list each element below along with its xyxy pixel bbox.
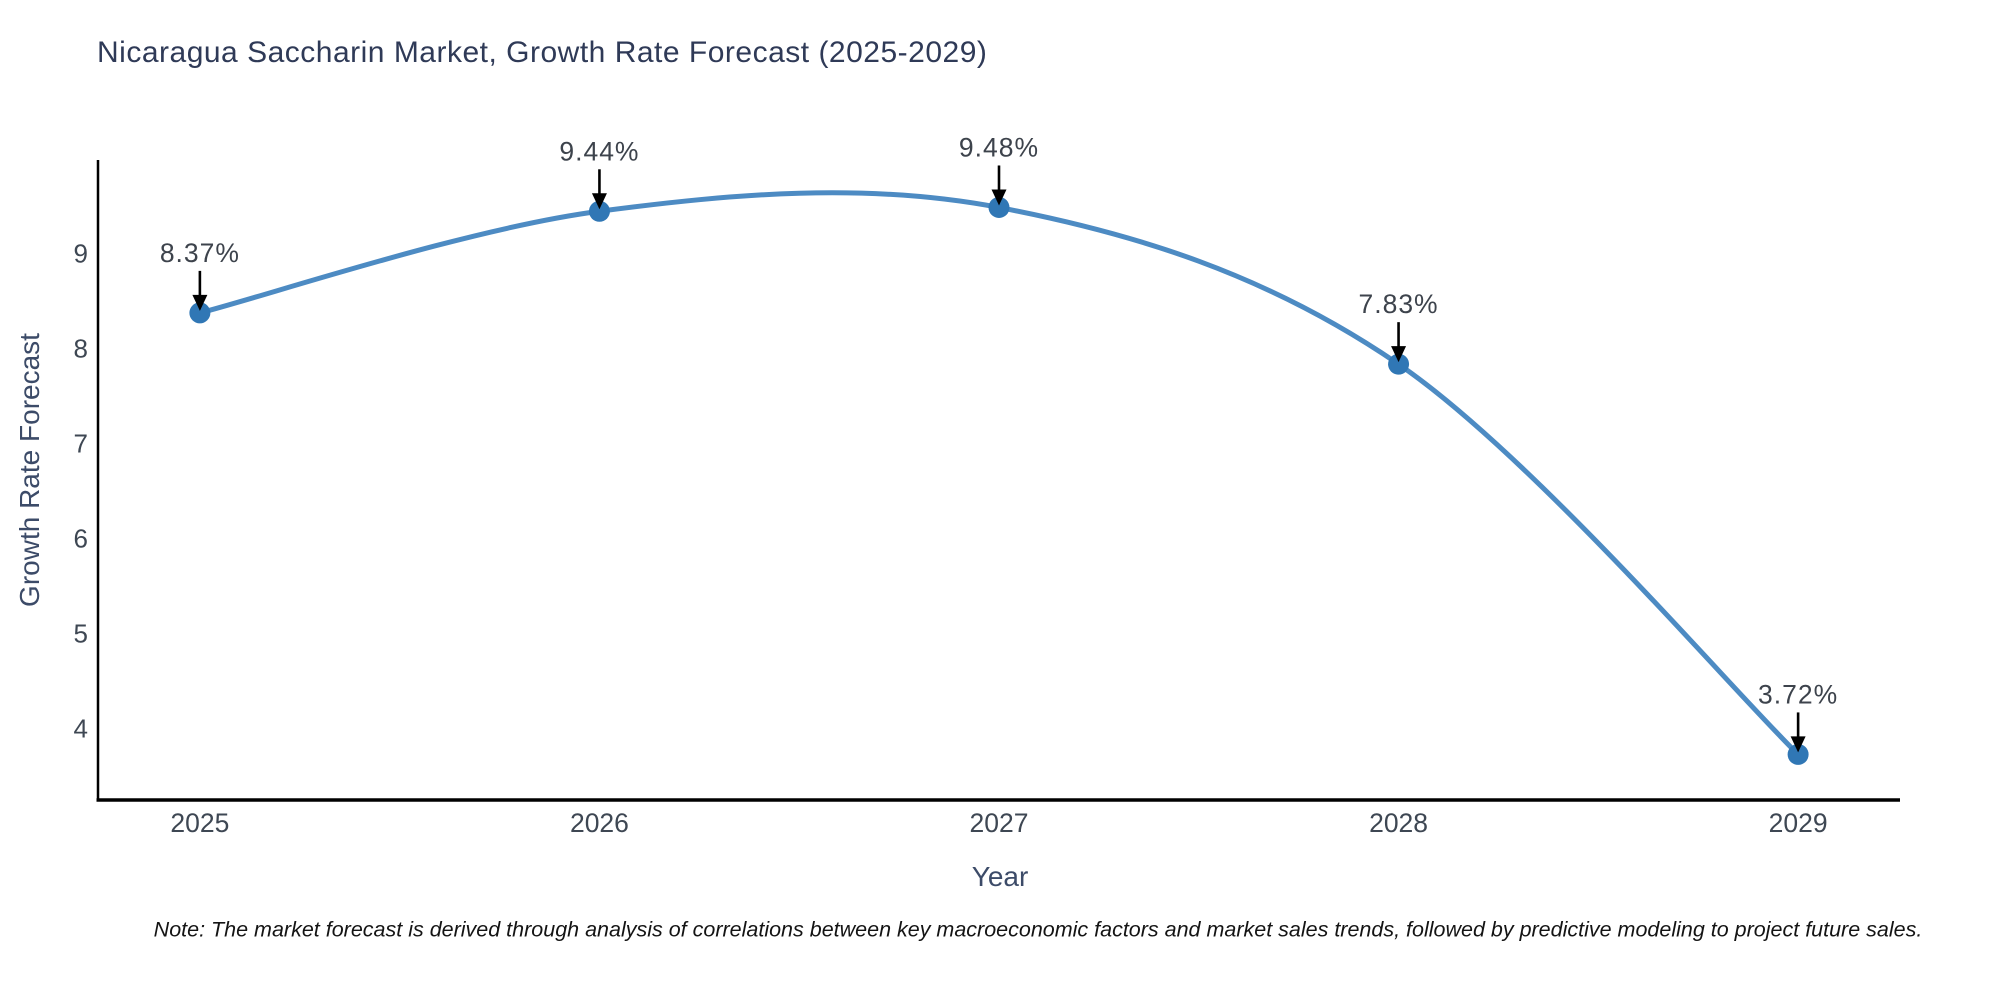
trend-line xyxy=(197,190,1801,757)
annotation-arrowhead xyxy=(1391,346,1407,363)
data-point-marker xyxy=(588,200,610,222)
y-tick-label: 6 xyxy=(74,523,88,553)
x-tick-label: 2025 xyxy=(170,808,229,838)
annotation-label: 7.83% xyxy=(1358,289,1438,319)
data-point-marker xyxy=(988,196,1010,218)
y-tick-label: 7 xyxy=(74,428,88,458)
annotation-arrowhead xyxy=(591,193,607,210)
y-tick-label: 4 xyxy=(74,713,88,743)
y-tick-label: 5 xyxy=(74,618,88,648)
x-tick-label: 2029 xyxy=(1769,808,1828,838)
x-tick-label: 2026 xyxy=(570,808,629,838)
x-tick-label: 2027 xyxy=(970,808,1029,838)
annotation-label: 8.37% xyxy=(160,238,240,268)
annotation-arrowhead xyxy=(1790,736,1806,753)
data-point-marker xyxy=(1388,353,1410,375)
annotation-label: 9.48% xyxy=(959,132,1039,162)
y-axis-label: Growth Rate Forecast xyxy=(14,333,45,607)
chart-title: Nicaragua Saccharin Market, Growth Rate … xyxy=(97,36,988,69)
data-point-marker xyxy=(1787,743,1809,765)
annotation-label: 9.44% xyxy=(559,136,639,166)
annotation-arrowhead xyxy=(192,294,208,311)
footnote: Note: The market forecast is derived thr… xyxy=(153,917,1923,942)
annotation-arrowhead xyxy=(991,189,1007,206)
annotation-label: 3.72% xyxy=(1758,679,1838,709)
x-axis-label: Year xyxy=(971,861,1029,892)
y-tick-label: 9 xyxy=(74,239,88,269)
y-tick-label: 8 xyxy=(74,334,88,364)
x-tick-label: 2028 xyxy=(1369,808,1428,838)
data-point-marker xyxy=(189,302,211,324)
